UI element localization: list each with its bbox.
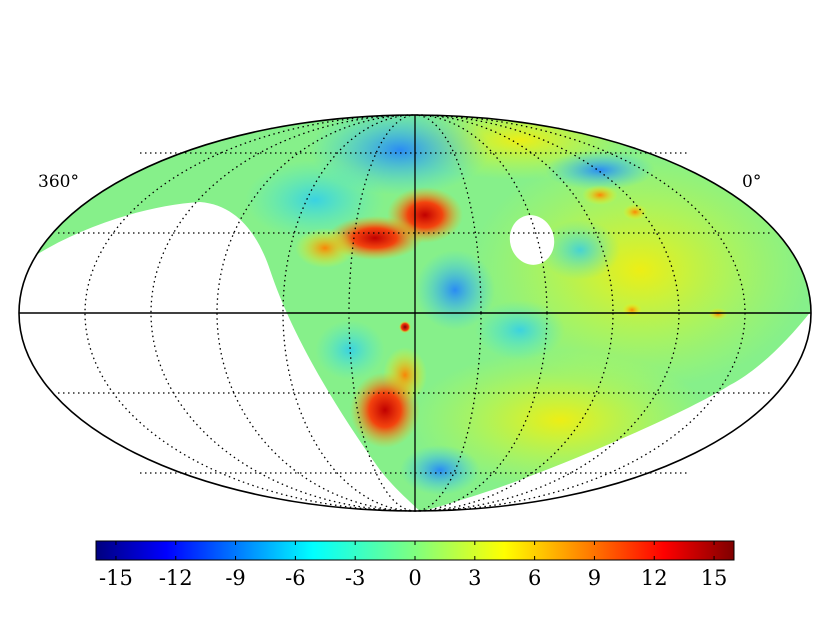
warm-spot-ne1 bbox=[582, 185, 618, 205]
cold-spot-south bbox=[400, 445, 480, 495]
warm-spot-e2 bbox=[708, 308, 728, 320]
cold-spot-mid bbox=[475, 300, 565, 360]
longitude-label-left: 360° bbox=[38, 172, 79, 192]
colorbar-tick-label: 0 bbox=[408, 566, 421, 590]
colorbar-tick-label: -6 bbox=[285, 566, 305, 590]
cold-spot-ne bbox=[545, 150, 655, 190]
colorbar: -15 -12 -9 -6 -3 0 3 6 9 12 15 bbox=[95, 540, 735, 590]
hot-point-source bbox=[399, 321, 411, 333]
masked-hole bbox=[509, 215, 555, 265]
cold-spot-west bbox=[315, 320, 385, 380]
colorbar-tick-label: -12 bbox=[159, 566, 193, 590]
colorbar-tick-label: 3 bbox=[468, 566, 481, 590]
warm-spot-ne2 bbox=[623, 204, 647, 220]
warm-spot-e1 bbox=[622, 303, 642, 317]
colorbar-tick-label: 15 bbox=[701, 566, 728, 590]
map-outline bbox=[18, 114, 812, 512]
colorbar-tick-label: 9 bbox=[588, 566, 601, 590]
colorbar-tick-label: -9 bbox=[225, 566, 245, 590]
colorbar-ticks: -15 -12 -9 -6 -3 0 3 6 9 12 15 bbox=[99, 541, 727, 590]
colorbar-tick-label: 12 bbox=[641, 566, 668, 590]
colorbar-tick-label: -3 bbox=[345, 566, 365, 590]
cold-spot-mid-east bbox=[540, 220, 620, 280]
hot-region-north-west bbox=[295, 228, 355, 268]
longitude-label-right: 0° bbox=[742, 172, 762, 192]
colorbar-tick-label: 6 bbox=[528, 566, 541, 590]
cold-spot-center bbox=[415, 250, 495, 330]
hot-region-south-core bbox=[350, 372, 420, 448]
colorbar-tick-label: -15 bbox=[99, 566, 133, 590]
